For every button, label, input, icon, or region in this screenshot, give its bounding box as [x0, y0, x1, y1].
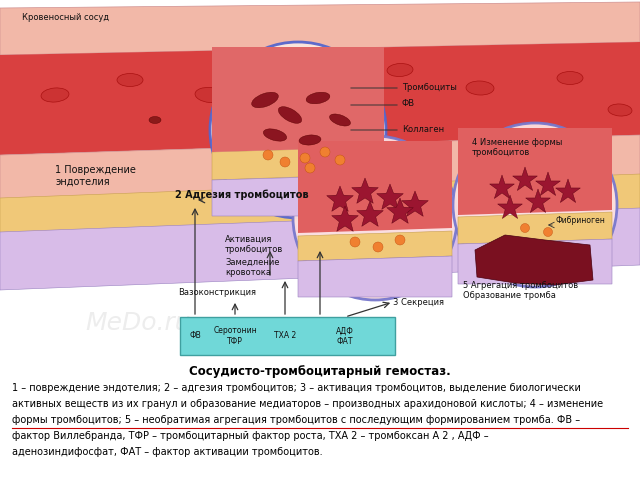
Ellipse shape — [305, 163, 315, 173]
Polygon shape — [458, 128, 612, 215]
Circle shape — [293, 136, 457, 300]
Polygon shape — [536, 172, 561, 195]
Ellipse shape — [280, 157, 290, 167]
Text: 1 – повреждение эндотелия; 2 – адгезия тромбоцитов; 3 – активация тромбоцитов, в: 1 – повреждение эндотелия; 2 – адгезия т… — [12, 383, 581, 393]
Ellipse shape — [117, 73, 143, 86]
Text: Вазоконстрикция: Вазоконстрикция — [178, 288, 256, 297]
Polygon shape — [377, 184, 403, 209]
Polygon shape — [490, 175, 515, 199]
Text: фактор Виллебранда, ТФР – тромбоцитарный фактор роста, ТХА 2 – тромбоксан А 2 , : фактор Виллебранда, ТФР – тромбоцитарный… — [12, 431, 488, 441]
Polygon shape — [298, 256, 452, 297]
Ellipse shape — [387, 63, 413, 76]
Ellipse shape — [543, 228, 552, 237]
Text: Кровеносный сосуд: Кровеносный сосуд — [22, 13, 109, 22]
Ellipse shape — [306, 92, 330, 104]
Text: 3 Секреция: 3 Секреция — [393, 298, 444, 307]
Polygon shape — [498, 195, 522, 218]
FancyBboxPatch shape — [180, 317, 395, 355]
Text: Коллаген: Коллаген — [402, 124, 444, 133]
Polygon shape — [298, 231, 452, 261]
Polygon shape — [356, 201, 383, 227]
Text: АДФ
ФАТ: АДФ ФАТ — [336, 326, 354, 346]
Polygon shape — [387, 198, 413, 223]
Polygon shape — [458, 212, 612, 244]
Polygon shape — [212, 175, 384, 216]
Ellipse shape — [263, 129, 287, 141]
Ellipse shape — [349, 107, 361, 113]
Text: 5 Агрегация тромбоцитов
Образование тромба: 5 Агрегация тромбоцитов Образование тром… — [463, 281, 578, 300]
Polygon shape — [475, 235, 593, 285]
Ellipse shape — [330, 114, 351, 126]
Ellipse shape — [299, 135, 321, 145]
Ellipse shape — [195, 87, 225, 103]
Ellipse shape — [41, 88, 69, 102]
Polygon shape — [298, 141, 452, 233]
Text: активных веществ из их гранул и образование медиаторов – производных арахидоново: активных веществ из их гранул и образова… — [12, 399, 603, 409]
Text: 4 Изменение формы
тромбоцитов: 4 Изменение формы тромбоцитов — [472, 138, 563, 157]
Ellipse shape — [149, 117, 161, 123]
Circle shape — [453, 123, 617, 287]
Polygon shape — [326, 186, 353, 211]
Polygon shape — [0, 208, 640, 290]
Ellipse shape — [252, 92, 278, 108]
Ellipse shape — [314, 96, 326, 104]
Text: Тромбоциты: Тромбоциты — [402, 83, 457, 92]
Polygon shape — [402, 191, 428, 216]
Ellipse shape — [520, 224, 529, 232]
Ellipse shape — [395, 235, 405, 245]
Text: Замедление
кровотока: Замедление кровотока — [225, 258, 280, 277]
Text: формы тромбоцитов; 5 – необратимая агрегация тромбоцитов с последующим формирова: формы тромбоцитов; 5 – необратимая агрег… — [12, 415, 580, 425]
Ellipse shape — [608, 104, 632, 116]
Ellipse shape — [373, 242, 383, 252]
Ellipse shape — [335, 155, 345, 165]
Polygon shape — [556, 179, 580, 203]
Polygon shape — [0, 174, 640, 235]
Polygon shape — [513, 167, 538, 191]
Polygon shape — [332, 206, 358, 231]
Ellipse shape — [320, 147, 330, 157]
Ellipse shape — [557, 72, 583, 84]
Polygon shape — [458, 239, 612, 284]
Text: MeDo.ru: MeDo.ru — [85, 311, 191, 335]
Text: 2 Адгезия тромбоцитов: 2 Адгезия тромбоцитов — [175, 190, 308, 200]
Polygon shape — [212, 147, 384, 180]
Text: Активация
тромбоцитов: Активация тромбоцитов — [225, 235, 284, 254]
Ellipse shape — [263, 150, 273, 160]
Text: Фибриноген: Фибриноген — [556, 216, 606, 225]
Text: 1 Повреждение
эндотелия: 1 Повреждение эндотелия — [55, 166, 136, 187]
Polygon shape — [212, 47, 384, 152]
Text: аденозиндифосфат, ФАТ – фактор активации тромбоцитов.: аденозиндифосфат, ФАТ – фактор активации… — [12, 447, 323, 457]
Ellipse shape — [300, 153, 310, 163]
Ellipse shape — [350, 237, 360, 247]
Text: Серотонин
ТФР: Серотонин ТФР — [213, 326, 257, 346]
Polygon shape — [0, 42, 640, 155]
Polygon shape — [0, 135, 640, 200]
Circle shape — [210, 42, 386, 218]
Polygon shape — [352, 178, 378, 204]
Text: ФВ: ФВ — [189, 332, 201, 340]
Polygon shape — [525, 189, 550, 213]
Polygon shape — [0, 2, 640, 55]
Ellipse shape — [466, 81, 494, 95]
Text: ТХА 2: ТХА 2 — [274, 332, 296, 340]
Ellipse shape — [278, 107, 301, 123]
Text: ФВ: ФВ — [402, 99, 415, 108]
Text: Сосудисто-тромбоцитарный гемостаз.: Сосудисто-тромбоцитарный гемостаз. — [189, 365, 451, 378]
